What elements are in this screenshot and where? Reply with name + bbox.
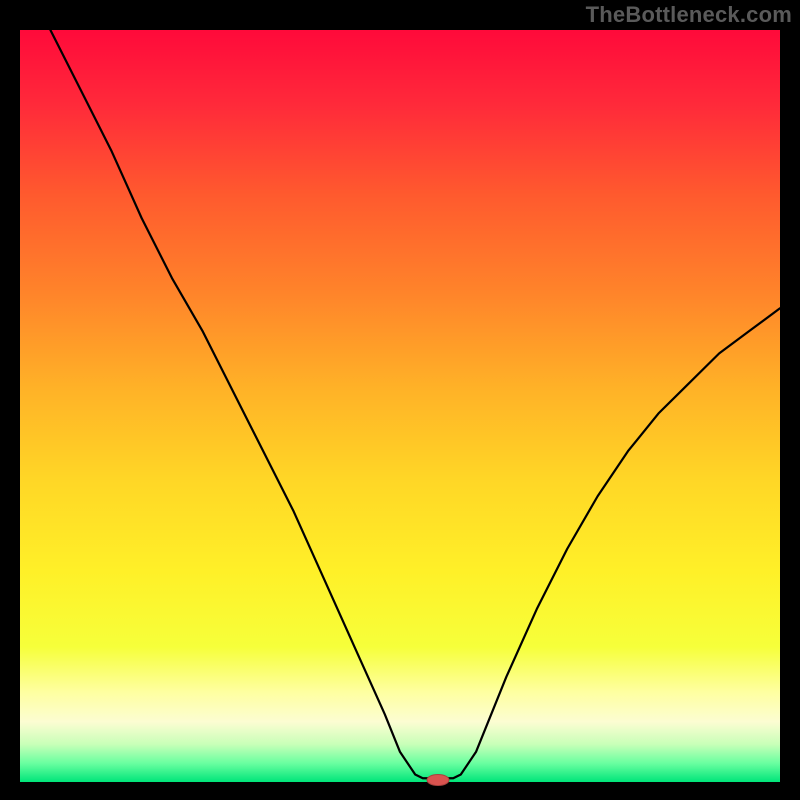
minimum-marker xyxy=(427,775,449,786)
watermark-text: TheBottleneck.com xyxy=(586,2,792,28)
bottleneck-chart-svg xyxy=(0,0,800,800)
chart-stage: TheBottleneck.com xyxy=(0,0,800,800)
